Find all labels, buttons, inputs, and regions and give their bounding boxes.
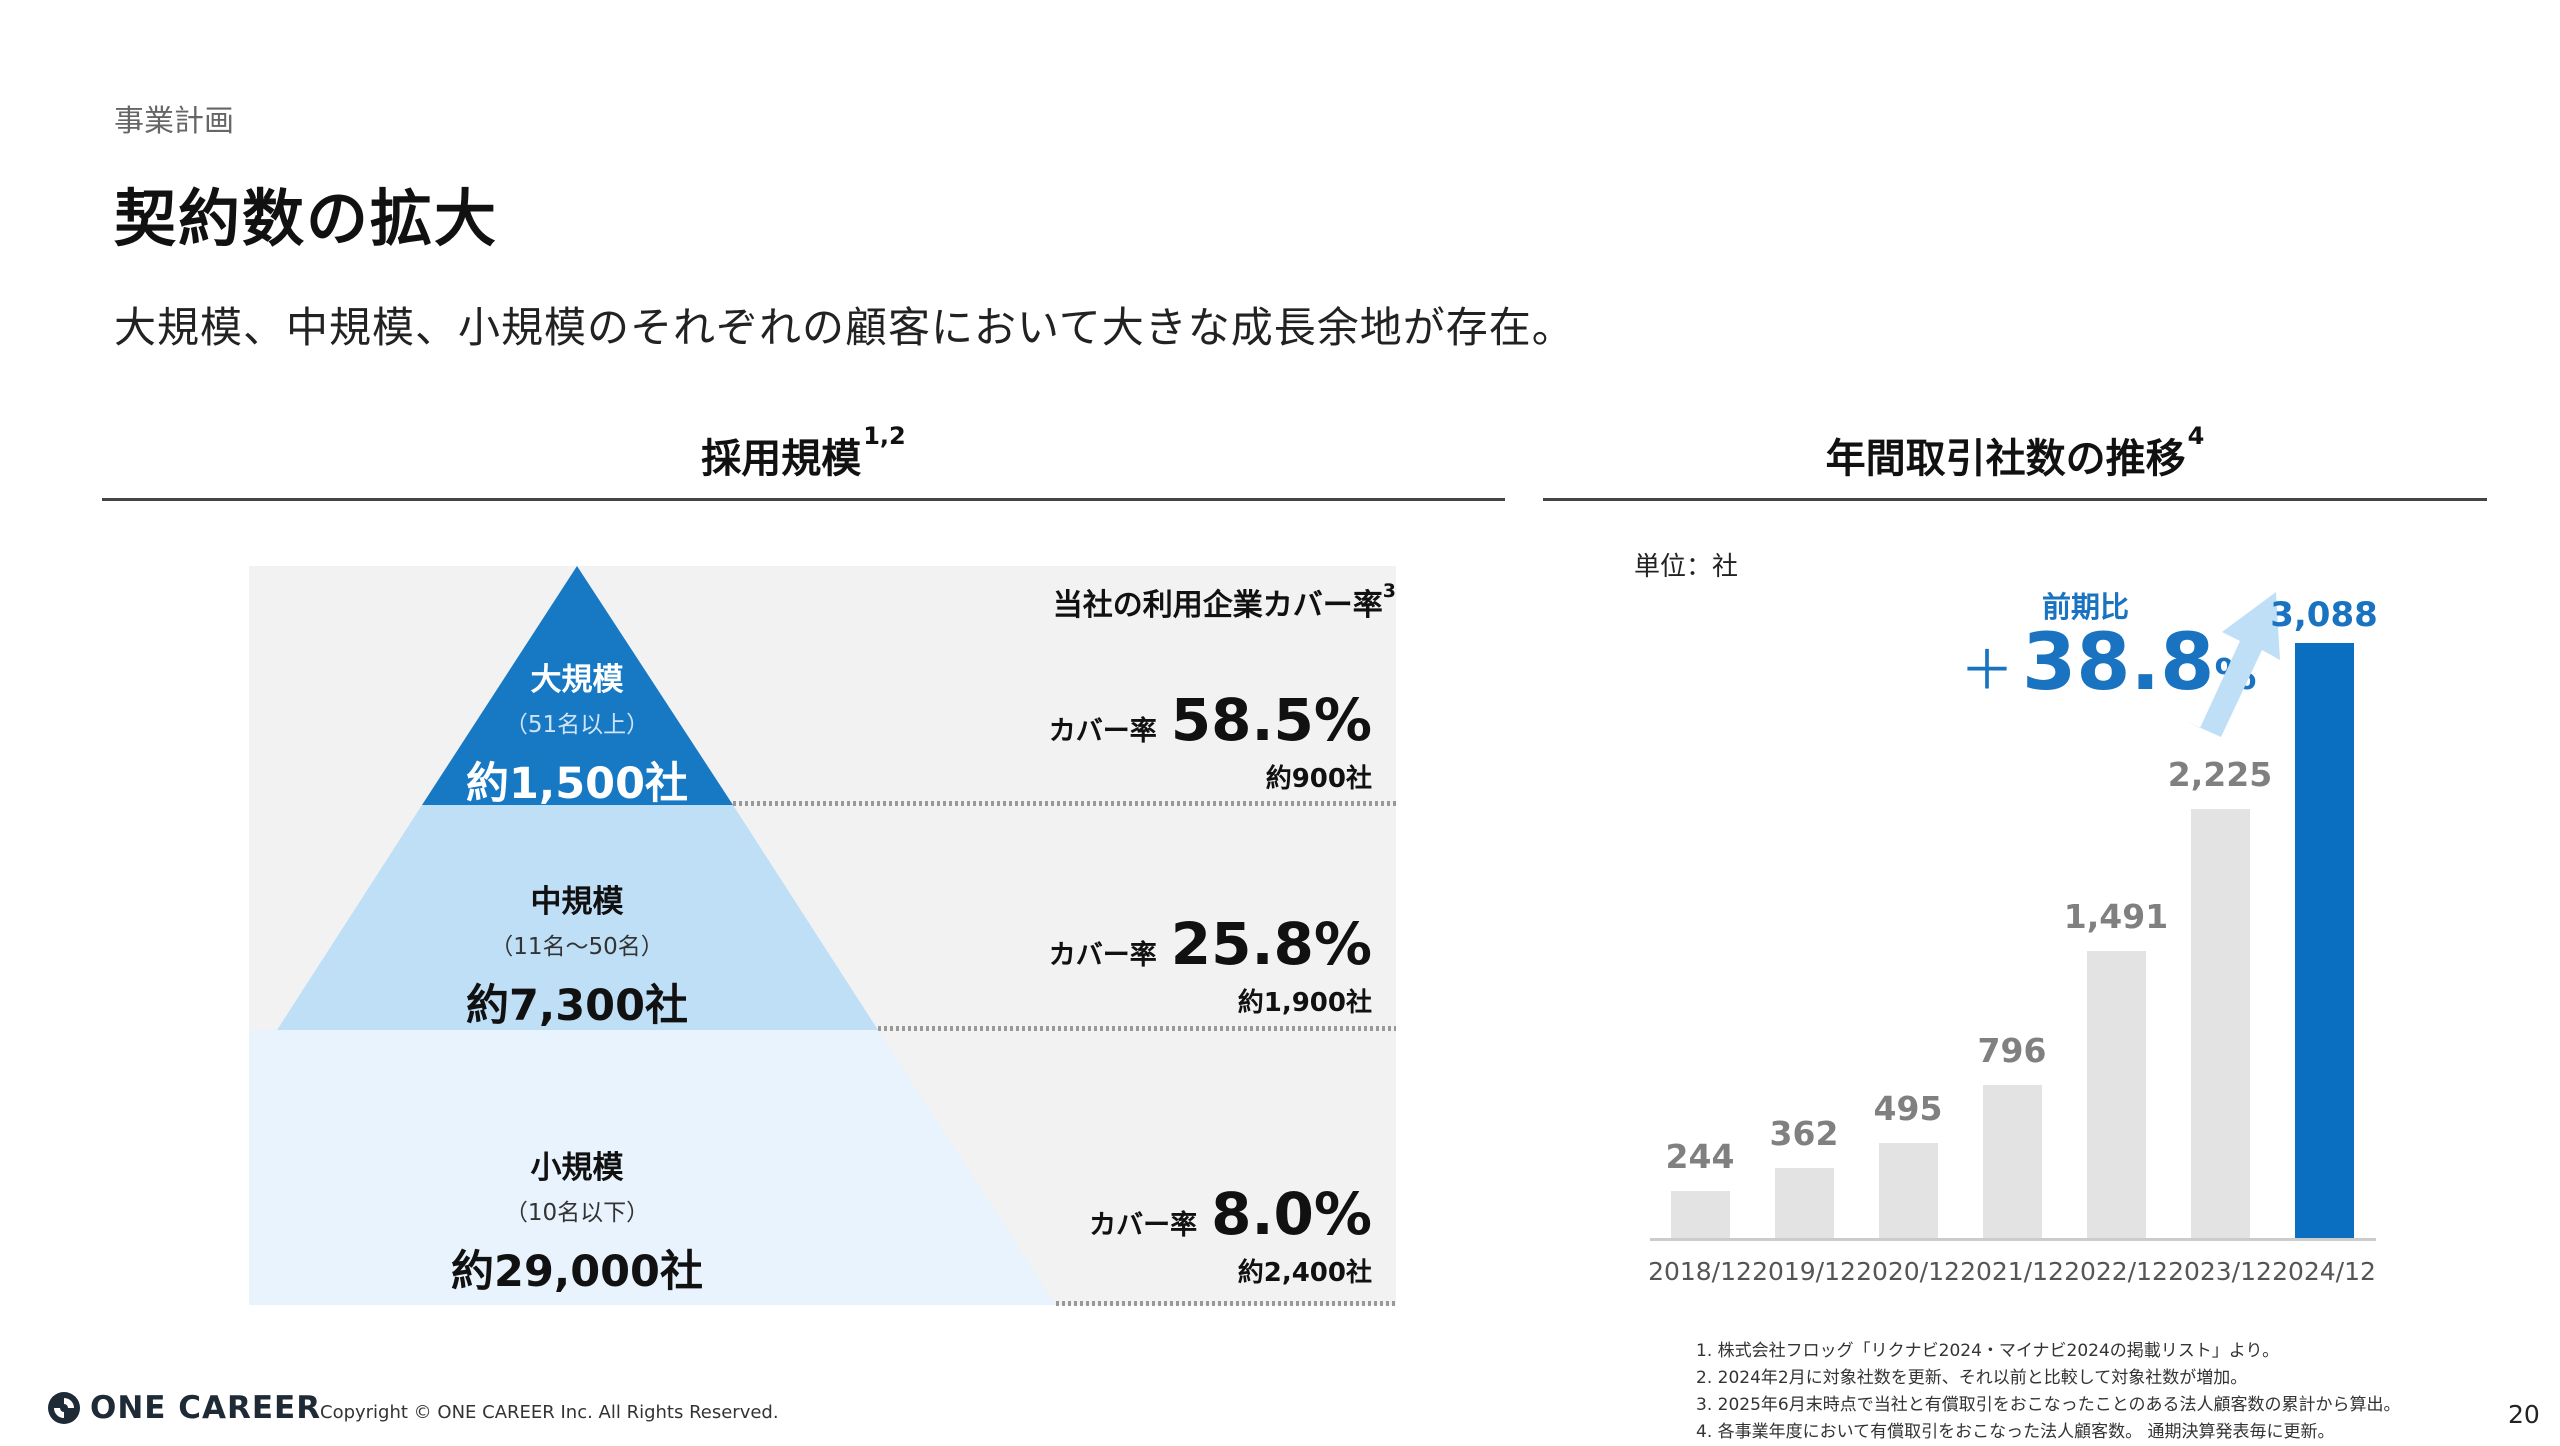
footnote-1: 1. 株式会社フロッグ「リクナビ2024・マイナビ2024の掲載リスト」より。 [1696,1341,2280,1361]
tier-large-text: 大規模 （51名以上） 約1,500社 [377,654,777,811]
bar-2018/12 [1671,1191,1730,1238]
footnote-ref: 1,2 [863,422,906,450]
coverage-header-text: 当社の利用企業カバー率 [1052,588,1383,623]
coverage-small: カバー率 8.0% 約2,400社 [1089,1180,1372,1289]
footnote-3: 3. 2025年6月末時点で当社と有償取引をおこなったことのある法人顧客数の累計… [1696,1395,2401,1415]
x-tick-label: 2024/12 [2272,1257,2376,1286]
cover-label: カバー率 [1048,940,1157,971]
x-tick-label: 2020/12 [1856,1257,1960,1286]
cover-pct: 8.0% [1211,1180,1372,1248]
x-tick-label: 2023/12 [2168,1257,2272,1286]
coverage-mid: カバー率 25.8% 約1,900社 [1049,910,1372,1019]
page-subtitle: 大規模、中規模、小規模のそれぞれの顧客において大きな成長余地が存在。 [114,303,1575,352]
x-tick-label: 2022/12 [2064,1257,2168,1286]
tier-divider-3 [1056,1301,1396,1306]
tier-name: 中規模 [530,884,624,920]
right-panel-title: 年間取引社数の推移4 [1543,422,2487,484]
pyramid-tier-large [422,566,733,805]
footnote-4: 4. 各事業年度において有償取引をおこなった法人顧客数。 通期決算発表毎に更新。 [1696,1422,2335,1442]
x-tick-label: 2021/12 [1960,1257,2064,1286]
bar-value-label: 495 [1873,1089,1943,1128]
right-panel-title-text: 年間取引社数の推移 [1825,436,2186,482]
tier-divider-2 [878,1026,1396,1031]
footnote-ref: 3 [1382,580,1396,602]
growth-value: ＋38.8% [1960,618,2257,708]
cover-pct: 58.5% [1170,686,1372,754]
chart-x-axis [1650,1238,2376,1241]
plus-sign: ＋ [1960,639,2014,702]
page-number: 20 [2508,1400,2540,1429]
tier-range: （11名～50名） [490,934,664,960]
coverage-large: カバー率 58.5% 約900社 [1049,686,1372,795]
logo-text: ONE CAREER [90,1390,322,1426]
left-panel-divider [102,498,1505,501]
tier-range: （51名以上） [504,712,650,738]
copyright: Copyright © ONE CAREER Inc. All Rights R… [320,1402,779,1423]
left-panel-title: 採用規模1,2 [102,422,1505,484]
bar-value-label: 796 [1977,1031,2047,1070]
bar-2024/12 [2295,643,2354,1238]
cover-count: 約1,900社 [1237,988,1372,1018]
footnote-2: 2. 2024年2月に対象社数を更新、それ以前と比較して対象社数が増加。 [1696,1368,2248,1388]
bar-2021/12 [1983,1085,2042,1238]
x-tick-label: 2019/12 [1752,1257,1856,1286]
unit-label: 単位：社 [1634,552,1739,582]
tier-name: 大規模 [530,662,624,698]
company-logo: ONE CAREER [46,1390,321,1426]
bar-value-label: 1,491 [2063,897,2169,936]
tier-range: （10名以下） [504,1200,650,1226]
growth-label: 前期比 [2042,590,2130,624]
tier-mid-text: 中規模 （11名～50名） 約7,300社 [377,876,777,1033]
bar-2022/12 [2087,951,2146,1238]
pyramid-tier-small [249,1030,1056,1305]
tier-divider-1 [733,801,1396,806]
tier-count: 約7,300社 [465,981,688,1031]
bar-value-label: 2,225 [2167,755,2273,794]
footnote-ref: 4 [2187,422,2205,450]
cover-count: 約2,400社 [1237,1258,1372,1288]
cover-label: カバー率 [1089,1210,1198,1241]
cover-count: 約900社 [1265,764,1372,794]
tier-small-text: 小規模 （10名以下） 約29,000社 [377,1142,777,1299]
tier-count: 約29,000社 [451,1247,703,1297]
tier-count: 約1,500社 [465,759,688,809]
bar-value-label: 362 [1769,1114,1839,1153]
tier-name: 小規模 [530,1150,624,1186]
bar-value-label: 244 [1665,1137,1735,1176]
one-career-logo-icon [48,1392,80,1424]
cover-label: カバー率 [1048,716,1157,747]
footnotes: 1. 株式会社フロッグ「リクナビ2024・マイナビ2024の掲載リスト」より。 … [1696,1338,2401,1446]
bar-2023/12 [2191,809,2250,1238]
pyramid-tier-mid [277,805,878,1030]
growth-number: 38.8 [2022,618,2215,708]
cover-pct: 25.8% [1170,910,1372,978]
bar-value-label: 3,088 [2270,595,2378,635]
right-panel-divider [1543,498,2487,501]
bar-2019/12 [1775,1168,1834,1238]
coverage-header: 当社の利用企業カバー率3 [1053,580,1396,624]
bar-2020/12 [1879,1143,1938,1238]
x-tick-label: 2018/12 [1648,1257,1752,1286]
left-panel-title-text: 採用規模 [701,436,862,482]
page-title: 契約数の拡大 [114,182,499,255]
section-label: 事業計画 [114,104,234,139]
